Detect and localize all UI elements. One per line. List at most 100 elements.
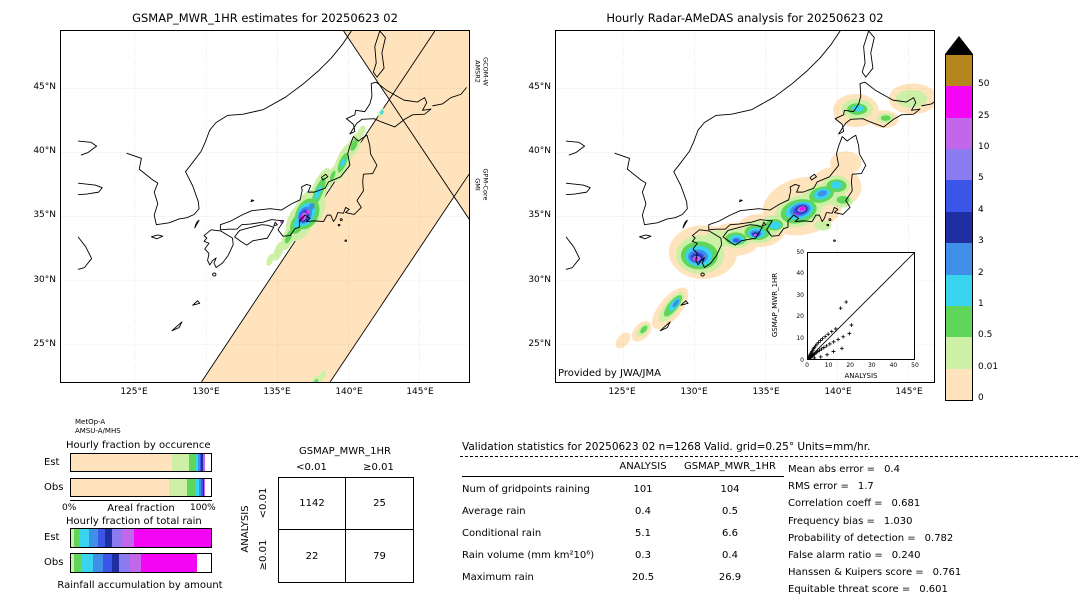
scatter-point: [819, 339, 823, 343]
colorbar-tick-label: 25: [978, 110, 990, 121]
contingency-row-label: ≥0.01: [258, 539, 269, 571]
lon-label: 135°E: [752, 387, 780, 397]
occurrence-obs-label: Obs: [44, 482, 64, 493]
lon-label: 125°E: [120, 387, 148, 397]
contingency-col-header: GSMAP_MWR_1HR: [299, 446, 391, 457]
lon-label: 145°E: [406, 387, 434, 397]
lat-label: 25°N: [528, 339, 551, 349]
bar-segment-lb: [93, 554, 104, 572]
rain-cell-cy: [314, 186, 322, 200]
inset-y-tick-label: 30: [796, 291, 804, 299]
colorbar-tick-label: 1: [978, 298, 984, 309]
stats-value-gsmap: 6.6: [722, 528, 738, 539]
colorbar-segment: [946, 243, 972, 275]
bar-segment-bl: [97, 529, 105, 547]
colorbar-tick-label: 2: [978, 267, 984, 278]
bar-segment-nv: [202, 479, 204, 496]
lat-label: 30°N: [33, 275, 56, 285]
scatter-point: [811, 353, 815, 357]
stats-value-analysis: 5.1: [635, 528, 651, 539]
colorbar-segment: [946, 305, 972, 338]
stats-value-gsmap: 26.9: [718, 572, 742, 583]
occurrence-est-label: Est: [44, 457, 60, 468]
inset-y-tick-label: 50: [796, 248, 804, 256]
inset-y-tick-label: 40: [796, 270, 804, 278]
rain-cell-gr: [880, 115, 891, 121]
metric-label: RMS error =: [788, 481, 849, 493]
colorbar-segment: [946, 337, 972, 369]
totalrain-obs-label: Obs: [44, 557, 64, 568]
stats-row: Maximum rain 20.5 26.9: [462, 572, 784, 584]
rain-cell-cy: [830, 181, 843, 189]
right-map-title: Hourly Radar-AMeDAS analysis for 2025062…: [606, 11, 884, 25]
rain-cell-lb: [308, 203, 315, 211]
stats-value-analysis: 101: [633, 484, 653, 495]
bar-segment-pg: [71, 554, 74, 572]
stats-row-label: Conditional rain: [462, 528, 542, 539]
metric-line: Probability of detection = 0.782: [788, 530, 1078, 547]
rain-cell-peach: [830, 151, 862, 175]
bar-segment-bl: [201, 479, 203, 496]
scatter-point: [817, 341, 821, 345]
lat-label: 35°N: [528, 210, 551, 220]
totalrain-est-bar: [70, 528, 212, 548]
bar-segment-pw: [118, 554, 130, 572]
metric-value: 0.681: [891, 498, 921, 510]
lat-label: 35°N: [33, 210, 56, 220]
rain-cell-peach: [615, 332, 631, 349]
rain-cell-lb: [817, 190, 828, 197]
inset-y-tick-label: 20: [796, 313, 804, 321]
scatter-point: [850, 323, 854, 327]
colorbar-tick-label: 10: [978, 142, 990, 153]
stats-divider: [460, 456, 1078, 457]
stats-metrics: Mean abs error = 0.4 RMS error = 1.7 Corre…: [788, 461, 1078, 599]
occurrence-obs-bar: [70, 478, 212, 497]
bar-segment-cy: [195, 479, 200, 496]
stats-table-header: ANALYSIS GSMAP_MWR_1HR: [462, 461, 784, 473]
scatter-point: [823, 335, 827, 339]
inset-x-tick-label: 50: [911, 362, 919, 369]
stats-row-label: Maximum rain: [462, 572, 534, 583]
stats-value-analysis: 0.3: [635, 550, 651, 561]
stats-col-analysis: ANALYSIS: [619, 461, 667, 472]
swath-label-gmi: GPM-Core GMI: [474, 161, 490, 209]
bar-segment-mg: [140, 554, 197, 572]
bar-segment-gr: [73, 529, 80, 547]
bar-segment-oc: [129, 554, 141, 572]
scatter-point: [844, 300, 848, 304]
lon-label: 130°E: [680, 387, 708, 397]
swath-label-line: GMI: [474, 178, 482, 191]
metric-line: RMS error = 1.7: [788, 478, 1078, 495]
rain-cell-gr: [284, 230, 293, 244]
rain-cell-gr: [640, 325, 648, 334]
scatter-point: [832, 350, 836, 354]
contingency-row-label: <0.01: [258, 487, 269, 519]
rain-cell-mg: [795, 212, 799, 215]
bar-segment-pg: [169, 479, 188, 496]
bar-segment-mg: [204, 454, 206, 471]
stats-value-analysis: 0.4: [635, 506, 651, 517]
inset-x-ticks: 0 10 20 30 40 50: [805, 362, 919, 370]
areal-fraction-0: 0%: [62, 503, 77, 513]
lat-label: 40°N: [528, 146, 551, 156]
scatter-point: [847, 332, 851, 336]
colorbar-tick-label: 4: [978, 204, 984, 215]
bar-segment-lb: [198, 454, 201, 471]
stats-col-gsmap: GSMAP_MWR_1HR: [684, 461, 776, 472]
inset-x-axis-label: ANALYSIS: [844, 372, 878, 380]
rain-cell-bl: [733, 238, 739, 243]
colorbar-segment: [946, 180, 972, 212]
bar-segment-peach: [71, 454, 172, 471]
precipitation-field: [266, 108, 385, 382]
scatter-point: [839, 306, 843, 310]
satellite-name: AMSU-A/MHS: [75, 426, 121, 435]
stats-value-analysis: 20.5: [631, 572, 655, 583]
precipitation-field: [615, 83, 934, 349]
bar-segment-lb: [89, 529, 98, 547]
lon-label: 125°E: [608, 387, 636, 397]
rain-cell-cy: [380, 110, 384, 115]
metric-label: Mean abs error =: [788, 464, 876, 475]
rain-cell-cy: [769, 221, 781, 230]
metric-value: 1.030: [883, 515, 913, 527]
metric-line: Mean abs error = 0.4: [788, 461, 1078, 478]
